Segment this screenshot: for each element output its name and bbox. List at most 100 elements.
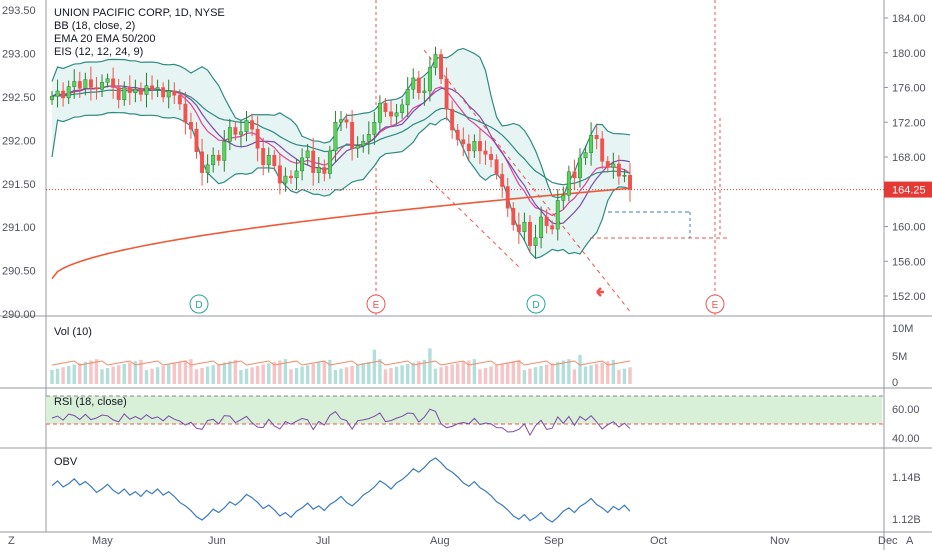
candle [494,159,499,175]
volume-bar [606,361,610,384]
candle [489,154,494,160]
volume-bar [361,363,365,384]
volume-bar [489,366,493,384]
obv-axis-tick: 1.14B [892,472,921,484]
x-axis-tick: Nov [770,535,790,547]
volume-bar [339,368,343,384]
candle [94,87,99,90]
candle [628,174,632,190]
candle [311,150,316,173]
candle [333,122,338,152]
rsi-pane-label: RSI (18, close) [54,396,127,408]
volume-bar [456,363,460,384]
volume-bar [528,368,532,384]
candle [227,127,232,142]
volume-bar [239,369,243,384]
left-axis-tick: 290.50 [2,266,36,278]
volume-bar [250,367,254,384]
volume-bar [611,359,616,384]
candle [183,103,188,123]
candle [172,90,177,96]
candle [433,54,438,68]
dividend-marker: D [526,294,546,314]
volume-bar [100,369,104,384]
volume-bar [233,359,238,384]
volume-axis-tick: 10M [892,323,913,335]
candle [522,221,527,232]
volume-bar [189,359,193,384]
volume-bar [561,360,566,384]
volume-bar [66,365,71,384]
bb-legend: BB (18, close, 2) [54,20,136,32]
volume-bar [517,359,521,384]
candle [339,119,343,123]
right-axis-tick: 168.00 [892,152,926,164]
candle [572,171,577,179]
volume-bar [550,363,554,384]
volume-bar [444,365,449,384]
volume-bar [433,368,438,384]
candle [344,119,349,123]
candle [605,161,610,168]
bollinger-lower [51,111,631,260]
candle [294,170,299,179]
candle [305,150,310,159]
volume-bar [205,366,210,384]
volume-bar [367,361,371,384]
marker-circle [366,294,386,314]
candle [511,208,516,226]
candle [50,95,54,100]
chart-legend: UNION PACIFIC CORP, 1D, NYSE BB (18, clo… [54,7,225,59]
candle [161,87,166,98]
volume-bar [55,368,60,384]
volume-bar [305,365,310,384]
right-axis-tick: 184.00 [892,13,926,25]
volume-bar [511,361,515,384]
volume-bar [116,365,121,384]
volume-bar [628,367,632,384]
candle [594,135,599,140]
candle [528,221,532,246]
volume-bar [355,364,360,384]
left-axis-tick: 292.00 [2,135,36,147]
candle [427,67,432,92]
volume-bar [89,360,93,384]
candle [66,86,71,99]
volume-bar [506,362,510,384]
candle [505,186,510,209]
volume-bar [544,364,549,384]
volume-bar [155,367,160,384]
candle [327,150,332,174]
volume-bar [172,363,176,384]
candle [589,135,594,153]
volume-bar [255,365,260,384]
candle [444,78,449,110]
eis-legend: EIS (12, 12, 24, 9) [54,46,144,58]
candle [133,88,138,93]
volume-bar [539,365,543,384]
candle [300,157,305,172]
candle [188,122,193,130]
candle [461,139,466,145]
candle [616,163,621,177]
volume-bar [72,364,76,384]
last-price-label: 164.25 [892,185,926,197]
volume-bar [572,369,577,384]
volume-bar [328,359,332,384]
volume-bar [211,365,215,384]
candle [611,163,616,168]
marker-circle [526,294,546,314]
volume-bar [422,359,427,384]
volume-bar [556,361,560,384]
x-axis-tick: Z [8,535,15,547]
marker-circle [705,294,725,314]
left-axis-tick: 293.50 [2,5,36,17]
volume-bar [400,365,404,384]
candle [422,90,427,93]
candle [483,150,488,155]
candle [450,108,455,131]
candle [350,122,355,149]
x-axis-tick: Jul [316,535,330,547]
